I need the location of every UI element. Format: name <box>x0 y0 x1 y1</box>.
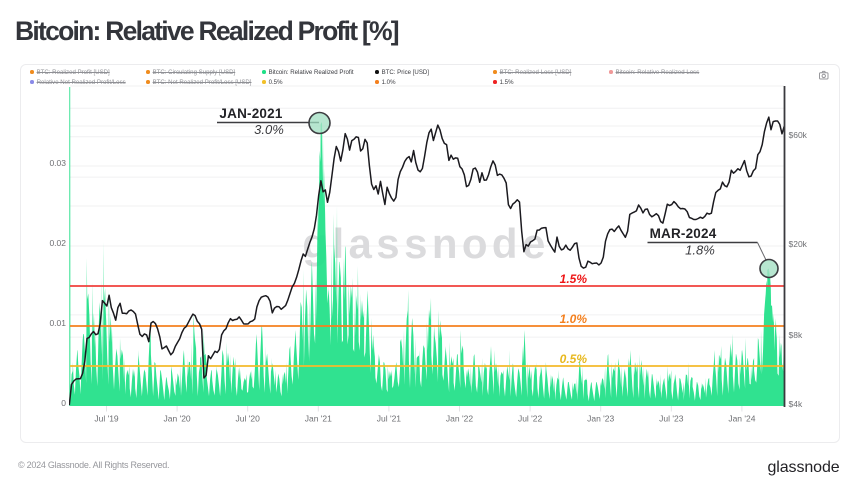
svg-text:$60k: $60k <box>789 130 808 140</box>
svg-text:0.5%: 0.5% <box>560 352 588 366</box>
svg-text:0.02: 0.02 <box>49 238 66 248</box>
svg-text:Jul '23: Jul '23 <box>659 414 684 424</box>
svg-text:JAN-2021: JAN-2021 <box>219 106 282 121</box>
svg-text:0.01: 0.01 <box>49 318 66 328</box>
svg-text:$4k: $4k <box>789 399 803 409</box>
svg-text:1.8%: 1.8% <box>685 243 715 258</box>
svg-text:Jan '24: Jan '24 <box>728 414 755 424</box>
svg-text:$8k: $8k <box>789 330 803 340</box>
svg-text:Jan '23: Jan '23 <box>587 414 614 424</box>
svg-text:$20k: $20k <box>789 239 808 249</box>
svg-text:3.0%: 3.0% <box>254 122 284 137</box>
svg-text:Jan '22: Jan '22 <box>446 414 473 424</box>
svg-text:Jul '21: Jul '21 <box>377 414 402 424</box>
svg-text:MAR-2024: MAR-2024 <box>650 226 717 241</box>
svg-text:Jul '22: Jul '22 <box>518 414 543 424</box>
svg-text:0.03: 0.03 <box>49 158 66 168</box>
svg-text:Jan '20: Jan '20 <box>164 414 191 424</box>
svg-text:1.0%: 1.0% <box>560 312 588 326</box>
svg-text:Jul '20: Jul '20 <box>236 414 261 424</box>
svg-text:Jan '21: Jan '21 <box>305 414 332 424</box>
svg-text:0: 0 <box>61 398 66 408</box>
svg-text:Jul '19: Jul '19 <box>94 414 119 424</box>
svg-text:glassnode: glassnode <box>302 220 549 267</box>
svg-text:1.5%: 1.5% <box>560 272 588 286</box>
